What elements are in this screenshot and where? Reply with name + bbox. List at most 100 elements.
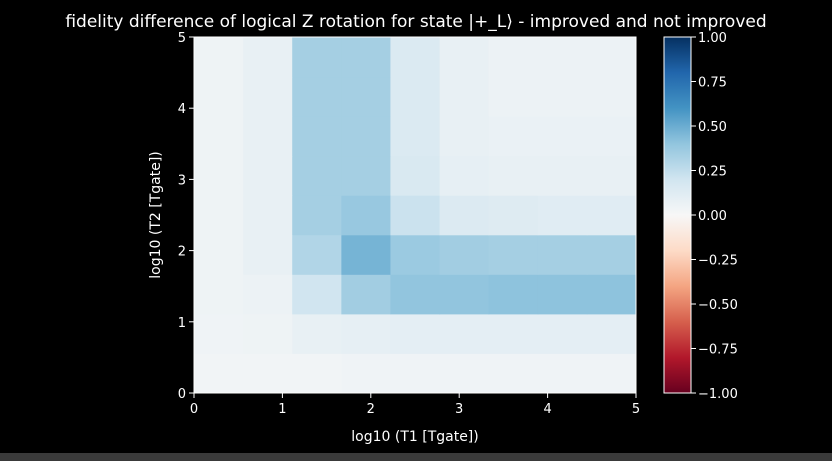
heatmap-cell [341,274,391,315]
x-axis-label: log10 (T1 [Tgate]) [351,429,478,445]
heatmap-cell [586,353,637,394]
y-tick-label: 2 [178,245,186,260]
heatmap-cell [194,37,244,78]
heatmap-cell [341,234,391,275]
heatmap-cell [390,313,441,354]
heatmap-cell [194,313,244,354]
y-tick-label: 1 [178,316,186,331]
heatmap-cell [439,234,490,275]
heatmap-cell [390,76,441,117]
heatmap-cell [243,76,293,117]
colorbar-tick-label: 0.00 [698,209,727,224]
heatmap-cell [194,195,244,236]
heatmap-cell [488,116,539,157]
x-tick-label: 5 [632,402,640,417]
heatmap-cell [194,116,244,157]
heatmap-cell [586,195,637,236]
heatmap-cell [390,274,441,315]
colorbar-tick-label: −1.00 [698,387,738,402]
colorbar-tick-label: 0.75 [698,76,727,91]
heatmap-cell [390,116,441,157]
heatmap-cell [243,353,293,394]
heatmap-cell [537,155,588,196]
heatmap-cell [439,274,490,315]
heatmap-cell [586,234,637,275]
heatmap-cell [292,76,342,117]
heatmap-cell [194,234,244,275]
heatmap-cell [292,195,342,236]
heatmap-cell [341,313,391,354]
heatmap-cell [194,353,244,394]
colorbar-tick-label: −0.75 [698,343,738,358]
y-tick-label: 0 [178,387,186,402]
heatmap-cell [292,274,342,315]
x-tick-label: 2 [367,402,375,417]
heatmap-cell [292,116,342,157]
colorbar [663,36,692,394]
heatmap-cell [537,353,588,394]
heatmap-cell [292,313,342,354]
heatmap-cell [488,234,539,275]
heatmap-cell [537,37,588,78]
heatmap-cell [488,76,539,117]
heatmap-cell [243,155,293,196]
heatmap-cell [194,274,244,315]
heatmap-cell [292,155,342,196]
heatmap-cell [586,155,637,196]
heatmap-cell [488,195,539,236]
heatmap-cell [439,313,490,354]
heatmap-cell [537,313,588,354]
heatmap-cell [488,353,539,394]
heatmap-cell [488,155,539,196]
y-tick-label: 3 [178,173,186,188]
heatmap-cell [390,353,441,394]
heatmap-cell [292,353,342,394]
heatmap-cell [537,274,588,315]
heatmap-cell [537,76,588,117]
heatmap-cell [439,116,490,157]
heatmap-cell [243,195,293,236]
heatmap-cell [390,155,441,196]
heatmap-cell [243,116,293,157]
heatmap-cell [439,195,490,236]
heatmap-cell [537,195,588,236]
heatmap-cell [586,274,637,315]
heatmap-cell [341,155,391,196]
heatmap-cell [586,76,637,117]
heatmap-cell [341,76,391,117]
colorbar-tick-label: −0.50 [698,298,738,313]
heatmap-cell [537,116,588,157]
y-tick-label: 5 [178,31,186,46]
heatmap-cell [439,353,490,394]
heatmap-cell [488,274,539,315]
colorbar-tick-label: 1.00 [698,31,727,46]
x-tick-label: 1 [278,402,286,417]
heatmap-cell [390,195,441,236]
heatmap-cells [194,37,637,394]
heatmap-cell [292,234,342,275]
heatmap-cell [243,234,293,275]
heatmap-cell [586,313,637,354]
heatmap-cell [341,37,391,78]
heatmap-cell [341,195,391,236]
heatmap-cell [243,313,293,354]
heatmap-cell [243,37,293,78]
plot-frame [193,36,637,394]
x-tick-label: 4 [543,402,551,417]
heatmap-cell [194,76,244,117]
colorbar-ticks: 1.00 0.75 0.50 0.25 0.00 −0.25 −0.50 −0.75 −1.00 [691,31,738,402]
x-tick-label: 0 [190,402,198,417]
heatmap-cell [488,37,539,78]
chart-title: fidelity difference of logical Z rotatio… [65,12,766,32]
heatmap-cell [439,76,490,117]
x-axis: 0 1 2 3 4 5 [190,393,640,417]
heatmap-cell [194,155,244,196]
y-axis-label: log10 (T2 [Tgate]) [148,151,164,278]
window-bottom-bar [0,453,832,461]
x-tick-label: 3 [455,402,463,417]
heatmap-cell [390,37,441,78]
colorbar-tick-label: −0.25 [698,254,738,269]
heatmap-cell [537,234,588,275]
heatmap-cell [243,274,293,315]
